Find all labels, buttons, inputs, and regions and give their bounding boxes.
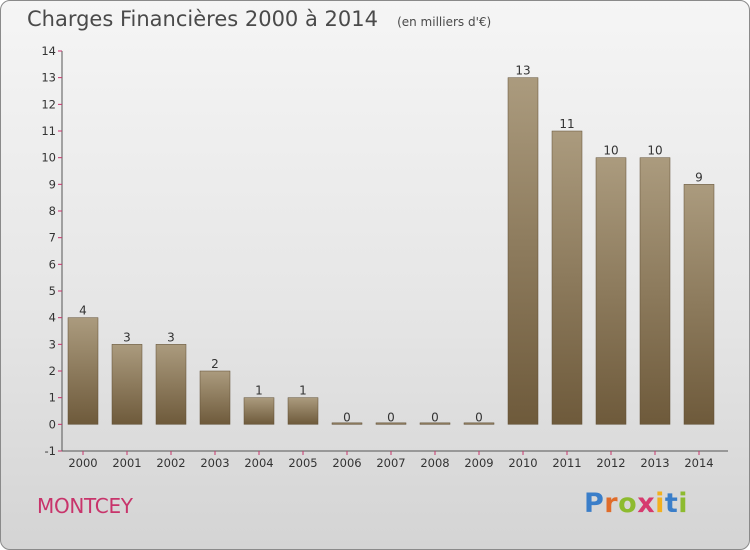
- bar-value-label: 11: [559, 117, 574, 131]
- y-tick-label: 13: [41, 71, 56, 85]
- x-tick-label: 2003: [200, 456, 229, 470]
- x-tick-label: 2007: [376, 456, 405, 470]
- bar-2005: [287, 397, 319, 425]
- logo-letter: t: [664, 488, 679, 519]
- x-tick-label: 2012: [596, 456, 625, 470]
- y-tick-label: 7: [49, 231, 56, 245]
- bar-value-label: 1: [255, 384, 263, 398]
- x-tick-label: 2002: [156, 456, 185, 470]
- logo-letter: i: [655, 488, 665, 519]
- y-tick-label: 1: [49, 391, 56, 405]
- bar-2002: [155, 344, 187, 425]
- x-tick-label: 2010: [508, 456, 537, 470]
- x-tick-label: 2013: [640, 456, 669, 470]
- chart-title: Charges Financières 2000 à 2014: [27, 7, 378, 31]
- x-tick-label: 2009: [464, 456, 493, 470]
- x-tick-label: 2006: [332, 456, 361, 470]
- bar-value-label: 0: [431, 410, 439, 424]
- y-tick-label: 4: [49, 311, 56, 325]
- bar-2008: [419, 422, 451, 425]
- x-tick-label: 2001: [112, 456, 141, 470]
- bar-value-label: 10: [647, 144, 662, 158]
- proxiti-logo: Proxiti: [584, 488, 688, 519]
- bar-value-label: 0: [343, 410, 351, 424]
- bar-value-label: 0: [387, 410, 395, 424]
- bar-2007: [375, 422, 407, 425]
- x-tick-label: 2005: [288, 456, 317, 470]
- y-tick-label: 6: [49, 257, 56, 271]
- bar-2003: [199, 370, 231, 425]
- y-tick-label: 14: [41, 44, 56, 58]
- y-tick-label: 0: [49, 417, 56, 431]
- bar-2009: [463, 422, 495, 425]
- y-tick-label: 3: [49, 337, 56, 351]
- bar-value-label: 13: [515, 64, 530, 78]
- bar-value-label: 4: [79, 304, 87, 318]
- logo-letter: o: [618, 488, 638, 519]
- bar-2011: [551, 130, 583, 425]
- bar-value-label: 0: [475, 410, 483, 424]
- bar-2012: [595, 157, 627, 425]
- commune-name: MONTCEY: [37, 494, 133, 518]
- y-tick-label: 5: [49, 284, 56, 298]
- bar-value-label: 10: [603, 144, 618, 158]
- chart-unit: (en milliers d'€): [397, 15, 492, 29]
- y-tick-label: 10: [41, 151, 56, 165]
- chart-header: Charges Financières 2000 à 2014 (en mill…: [27, 7, 491, 31]
- x-tick-label: 2011: [552, 456, 581, 470]
- y-tick-label: 8: [49, 204, 56, 218]
- y-tick-label: 11: [41, 124, 56, 138]
- bar-value-label: 2: [211, 357, 219, 371]
- bar-value-label: 3: [123, 330, 131, 344]
- logo-letter: r: [604, 488, 619, 519]
- bar-2001: [111, 344, 143, 425]
- y-tick-label: 2: [49, 364, 56, 378]
- bar-value-label: 3: [167, 330, 175, 344]
- x-tick-label: 2000: [68, 456, 97, 470]
- y-tick-label: -1: [45, 444, 56, 458]
- bar-value-label: 1: [299, 384, 307, 398]
- bar-2006: [331, 422, 363, 425]
- bar-2000: [67, 317, 99, 425]
- logo-letter: x: [637, 488, 656, 519]
- bar-2010: [507, 77, 539, 425]
- y-tick-label: 12: [41, 97, 56, 111]
- bar-2014: [683, 184, 715, 425]
- x-tick-label: 2014: [684, 456, 713, 470]
- bar-2013: [639, 157, 671, 425]
- logo-letter: P: [584, 488, 605, 519]
- x-tick-label: 2004: [244, 456, 273, 470]
- bar-value-label: 9: [695, 170, 703, 184]
- y-tick-label: 9: [49, 177, 56, 191]
- logo-letter: i: [678, 488, 689, 519]
- x-tick-label: 2008: [420, 456, 449, 470]
- bar-2004: [243, 397, 275, 425]
